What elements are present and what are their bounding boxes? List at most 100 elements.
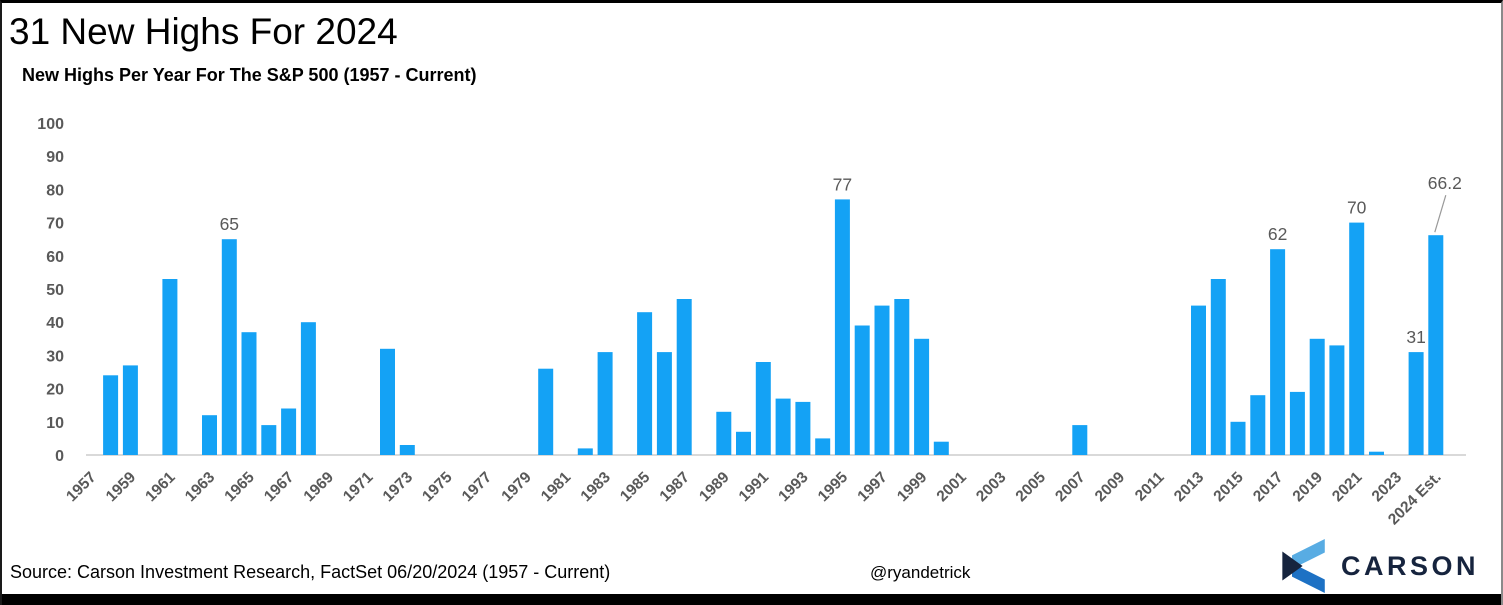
x-tick-label: 2007: [1052, 469, 1088, 505]
y-tick-label: 60: [46, 249, 64, 266]
y-tick-label: 40: [46, 315, 64, 332]
x-tick-label: 1973: [380, 469, 417, 506]
bar-2018: [1289, 391, 1305, 455]
bar-1968: [300, 322, 316, 455]
source-credit: Source: Carson Investment Research, Fact…: [10, 562, 611, 582]
x-tick-label: 1977: [459, 469, 495, 505]
bar-1959: [122, 365, 138, 455]
x-tick-label: 1997: [854, 469, 890, 505]
y-tick-label: 100: [37, 116, 64, 133]
bar-1986: [656, 352, 672, 455]
y-tick-label: 80: [46, 182, 64, 199]
bar-2017: [1270, 249, 1286, 455]
bottom-black-bar: [2, 594, 1501, 605]
bar-1993: [795, 401, 811, 455]
bar-2022: [1369, 451, 1384, 455]
chart-subtitle: New Highs Per Year For The S&P 500 (1957…: [22, 65, 477, 85]
bar-1987: [676, 299, 692, 455]
x-tick-label: 1963: [182, 469, 219, 506]
bar-value-label: 31: [1406, 327, 1425, 347]
bar-1966: [261, 425, 277, 455]
bar-1972: [380, 348, 395, 455]
bar-2007: [1072, 425, 1088, 455]
x-tick-label: 2009: [1092, 469, 1129, 506]
bar-2015: [1230, 421, 1246, 455]
bar-2014: [1210, 279, 1226, 455]
bar-2000: [933, 441, 949, 455]
x-tick-label: 1993: [775, 469, 812, 506]
x-tick-label: 2001: [934, 469, 971, 506]
x-tick-label: 2023: [1369, 469, 1406, 506]
x-tick-label: 2005: [1013, 469, 1050, 506]
x-tick-label: 2021: [1329, 469, 1366, 506]
x-tick-label: 1957: [63, 469, 99, 505]
x-tick-label: 1969: [301, 469, 338, 506]
bar-2024-Est-: [1428, 235, 1444, 455]
bar-1995: [834, 199, 850, 455]
x-tick-label: 1961: [142, 469, 179, 506]
x-tick-label: 2015: [1210, 469, 1247, 506]
y-tick-label: 90: [46, 149, 64, 166]
carson-logo-text: CARSON: [1340, 550, 1479, 581]
y-tick-label: 50: [46, 282, 64, 299]
bar-1985: [637, 312, 653, 455]
bar-value-label: 62: [1268, 224, 1287, 244]
bar-1999: [914, 338, 930, 455]
x-tick-label: 2019: [1290, 469, 1327, 506]
x-tick-label: 2013: [1171, 469, 1208, 506]
x-tick-label: 1989: [696, 469, 733, 506]
x-tick-label: 1967: [261, 469, 297, 505]
bar-2020: [1329, 345, 1345, 455]
bar-2013: [1191, 305, 1206, 455]
x-tick-label: 2011: [1132, 469, 1168, 505]
bar-2021: [1349, 222, 1365, 455]
carson-logo-mark-icon: [1282, 539, 1325, 593]
logo-mid-blue-band: [1291, 563, 1325, 593]
x-tick-label: 1971: [340, 469, 377, 506]
bar-2016: [1250, 395, 1266, 455]
x-tick-label: 1985: [617, 469, 654, 506]
bar-1982: [577, 448, 593, 455]
x-tick-label: 1981: [538, 469, 575, 506]
x-tick-label: 1975: [419, 469, 456, 506]
page-title: 31 New Highs For 2024: [9, 11, 398, 52]
bar-1989: [716, 411, 732, 455]
bar-2024: [1408, 352, 1424, 455]
bar-1967: [281, 408, 297, 455]
x-tick-label: 1991: [736, 469, 773, 506]
x-tick-label: 1983: [578, 469, 615, 506]
x-tick-label: 1999: [894, 469, 931, 506]
bar-1973: [399, 445, 415, 455]
bar-1994: [815, 438, 831, 455]
x-tick-label: 1965: [221, 469, 258, 506]
x-tick-label: 2017: [1250, 469, 1286, 505]
y-tick-label: 30: [46, 348, 64, 365]
x-tick-label: 2003: [973, 469, 1010, 506]
logo-navy-triangle: [1282, 551, 1303, 581]
twitter-handle: @ryandetrick: [870, 563, 971, 582]
y-tick-label: 0: [55, 448, 64, 465]
y-tick-label: 20: [46, 382, 64, 399]
bar-1983: [597, 352, 613, 455]
bar-value-label: 70: [1347, 198, 1367, 218]
bar-value-label: 66.2: [1428, 173, 1462, 193]
bar-value-label: 77: [833, 174, 852, 194]
bar-1990: [736, 431, 751, 455]
bar-1958: [103, 375, 119, 455]
x-tick-label: 1995: [815, 469, 852, 506]
y-tick-label: 10: [46, 415, 64, 432]
x-tick-label: 1987: [657, 469, 693, 505]
value-label-leader-line: [1434, 195, 1447, 233]
bar-1980: [538, 368, 554, 455]
carson-logo: CARSON: [1281, 539, 1479, 593]
bar-1997: [874, 305, 890, 455]
bar-value-label: 65: [220, 214, 239, 234]
bar-1964: [221, 239, 237, 455]
x-tick-label: 1979: [498, 469, 535, 506]
bar-2019: [1309, 338, 1325, 455]
bar-1961: [162, 279, 178, 455]
y-tick-label: 70: [46, 216, 64, 233]
x-tick-label: 1959: [103, 469, 140, 506]
